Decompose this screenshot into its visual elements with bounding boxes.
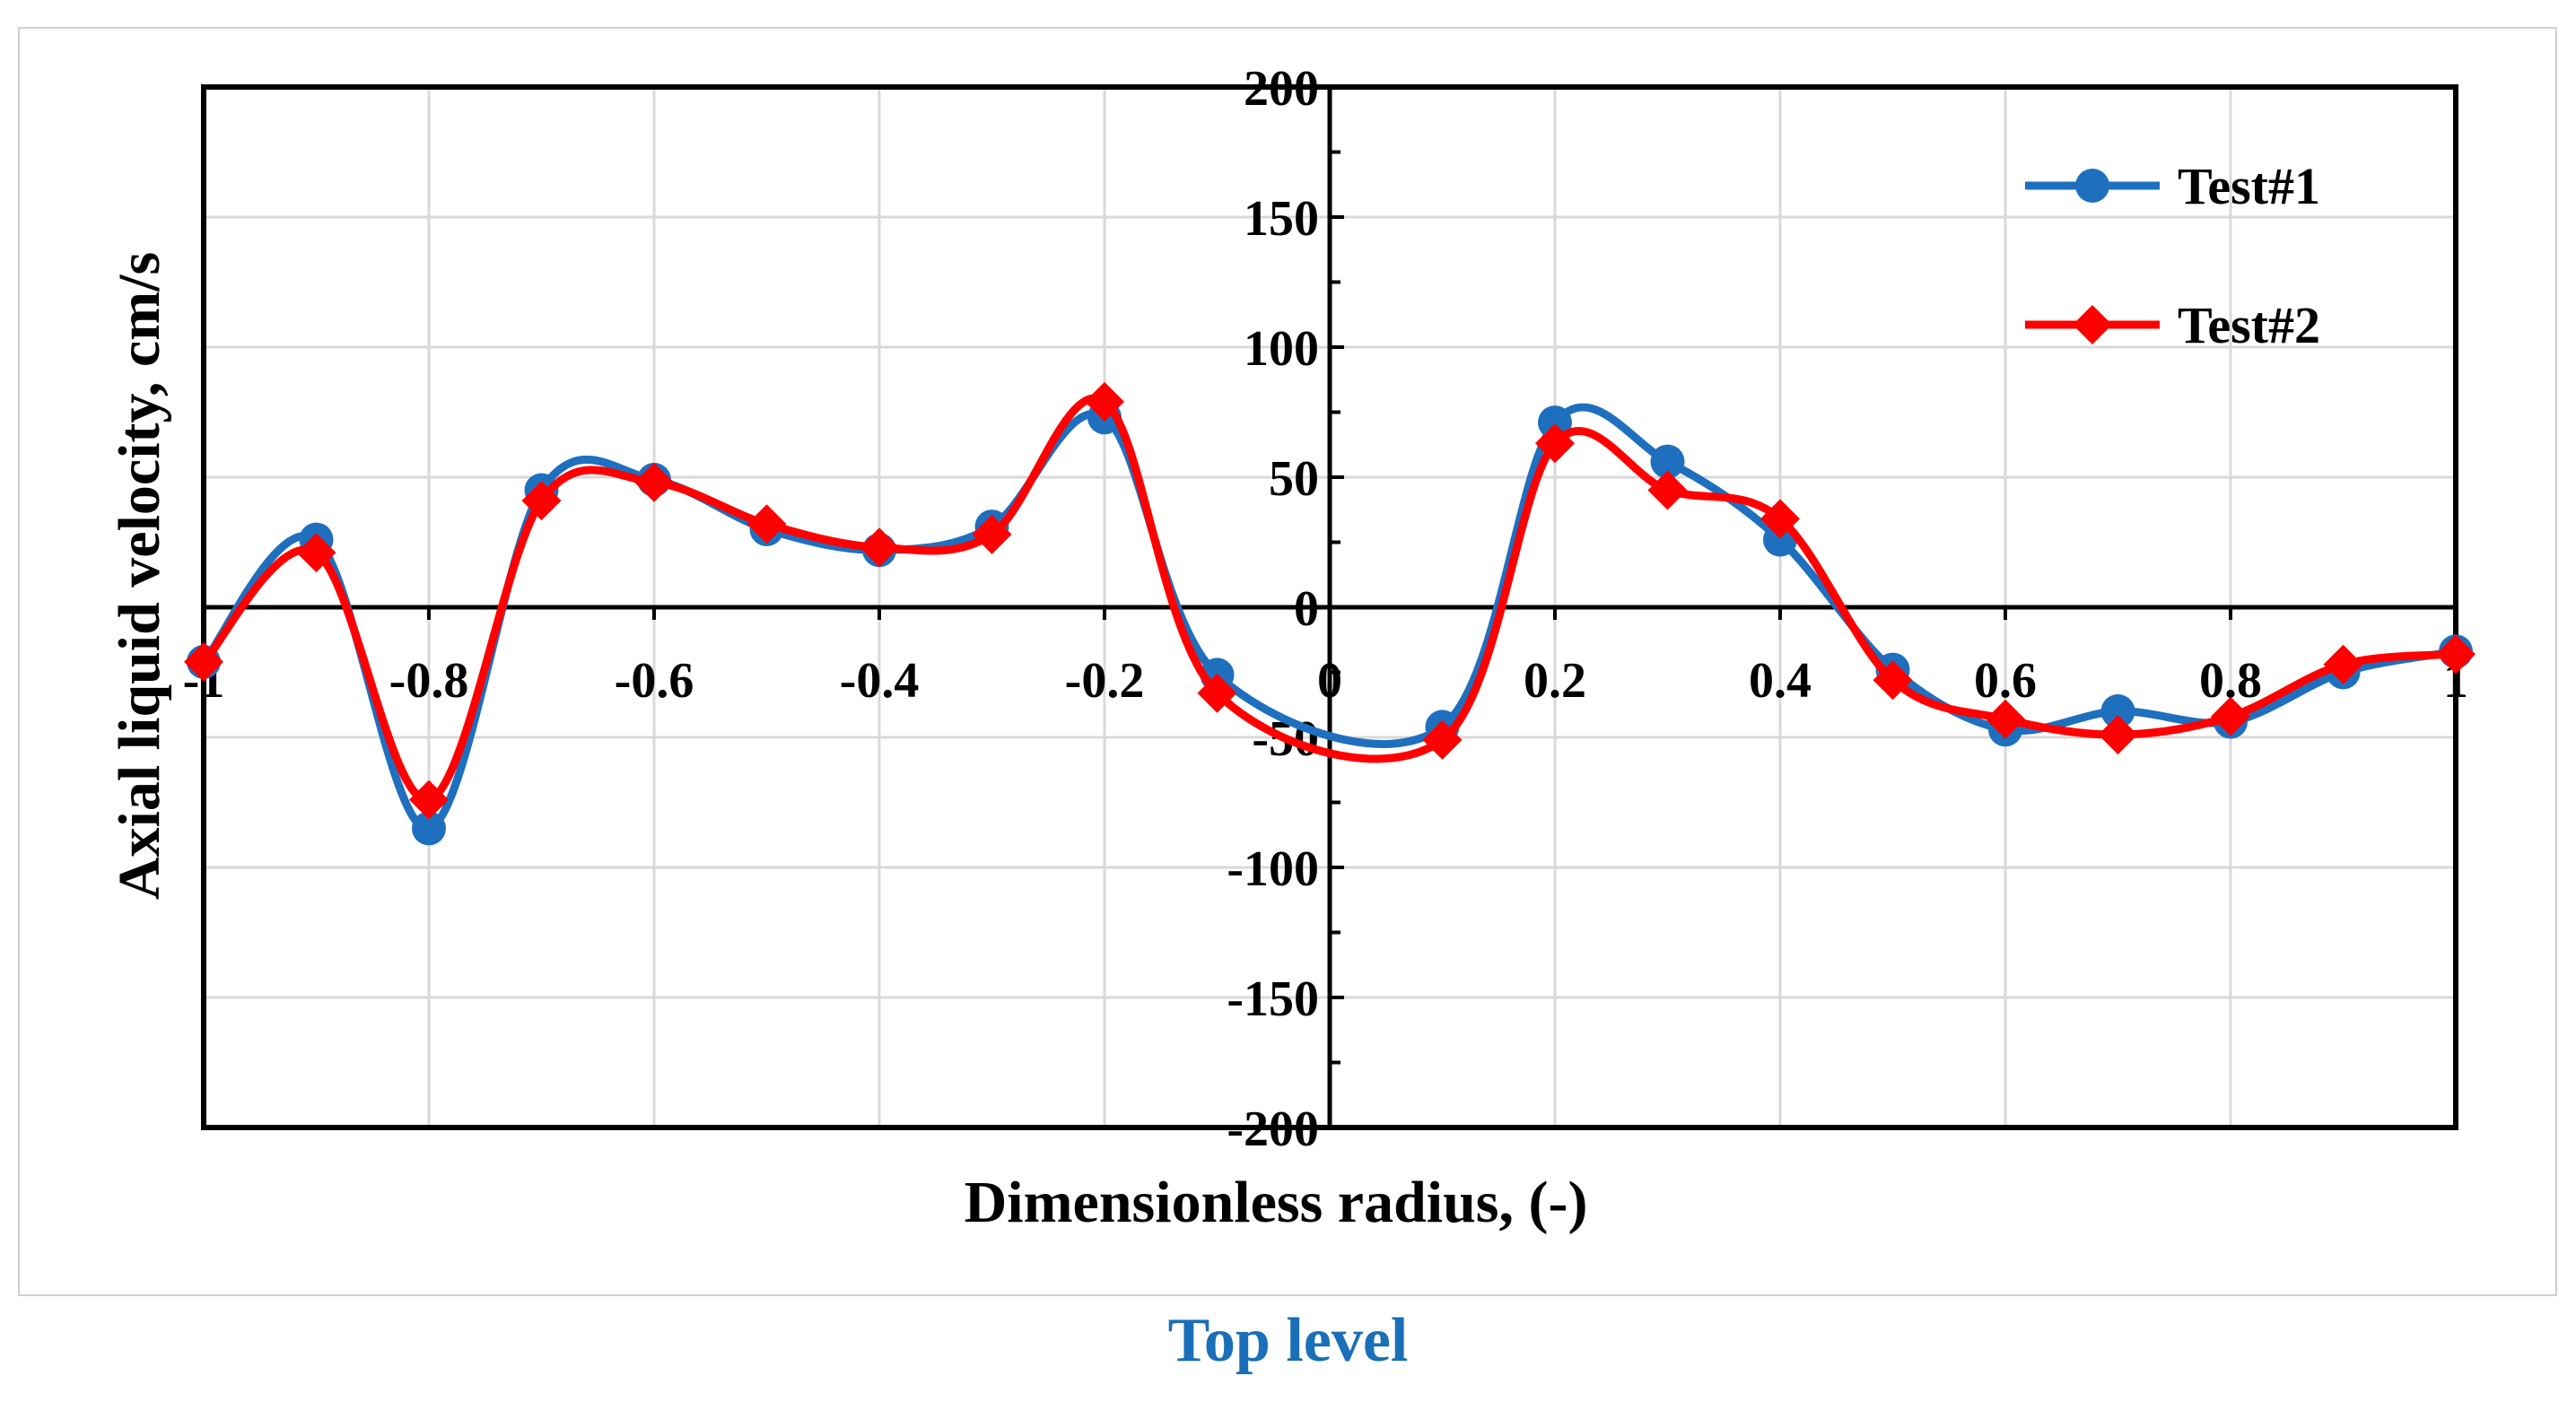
y-tick-label: -200 xyxy=(1227,1102,1319,1157)
y-tick-label: -150 xyxy=(1227,971,1319,1027)
series-1-point xyxy=(2100,694,2135,728)
y-tick-label: 0 xyxy=(1294,581,1319,637)
y-tick-label: -100 xyxy=(1227,841,1319,897)
series-1-point xyxy=(1650,444,1685,479)
series-2-point xyxy=(1535,423,1575,464)
series-2-point xyxy=(1760,499,1800,539)
y-tick-label: 200 xyxy=(1244,61,1319,117)
series-1-point xyxy=(412,811,446,846)
y-tick-label: 50 xyxy=(1269,451,1319,507)
x-tick-label: -0.4 xyxy=(840,653,920,709)
series-2-point xyxy=(1873,660,1913,701)
series-2-point xyxy=(1197,673,1237,713)
axes xyxy=(201,84,2458,1130)
x-axis-title: Dimensionless radius, (-) xyxy=(965,1170,1588,1235)
series-2-point xyxy=(184,641,223,682)
series-group xyxy=(184,381,2476,846)
series-2-point xyxy=(2098,715,2138,755)
series-2-point xyxy=(2436,634,2476,675)
series-1-point xyxy=(1538,405,1572,440)
series-2-point xyxy=(2211,696,2250,736)
series-2-point xyxy=(1647,470,1688,510)
chart-frame: -1-0.8-0.6-0.4-0.200.20.40.60.81-200-150… xyxy=(18,27,2557,1296)
legend-marker-1 xyxy=(2075,169,2109,203)
x-tick-label: -0.6 xyxy=(615,653,694,709)
chart: -1-0.8-0.6-0.4-0.200.20.40.60.81-200-150… xyxy=(107,61,2476,1235)
x-tick-label: 0.2 xyxy=(1524,653,1586,709)
series-2-point xyxy=(1085,381,1124,422)
figure-caption: Top level xyxy=(1167,1306,1409,1375)
series-2-point xyxy=(1422,719,1463,760)
series-2-point xyxy=(860,527,899,568)
x-tick-label: -0.8 xyxy=(389,653,469,709)
legend-label-2: Test#2 xyxy=(2178,296,2320,354)
legend: Test#1 Test#2 xyxy=(2025,157,2320,354)
series-2-point xyxy=(1986,699,2025,739)
x-tick-label: 0.4 xyxy=(1749,653,1812,709)
series-2-point xyxy=(747,504,787,544)
x-tick-label: 0 xyxy=(1317,653,1342,709)
series-2-point xyxy=(296,533,336,573)
y-axis-title: Axial liquid velocity, cm/s xyxy=(107,252,172,900)
series-2-point xyxy=(409,779,449,820)
x-tick-label: -0.2 xyxy=(1065,653,1145,709)
series-2-point xyxy=(972,514,1012,554)
legend-marker-2 xyxy=(2073,305,2112,344)
legend-label-1: Test#1 xyxy=(2178,157,2320,215)
series-2-point xyxy=(521,481,562,521)
series-2-point xyxy=(634,462,674,502)
y-tick-label: 150 xyxy=(1244,191,1319,247)
x-tick-label: 0.6 xyxy=(1974,653,2037,709)
y-tick-label: 100 xyxy=(1244,321,1319,377)
series-2-point xyxy=(2323,644,2363,684)
